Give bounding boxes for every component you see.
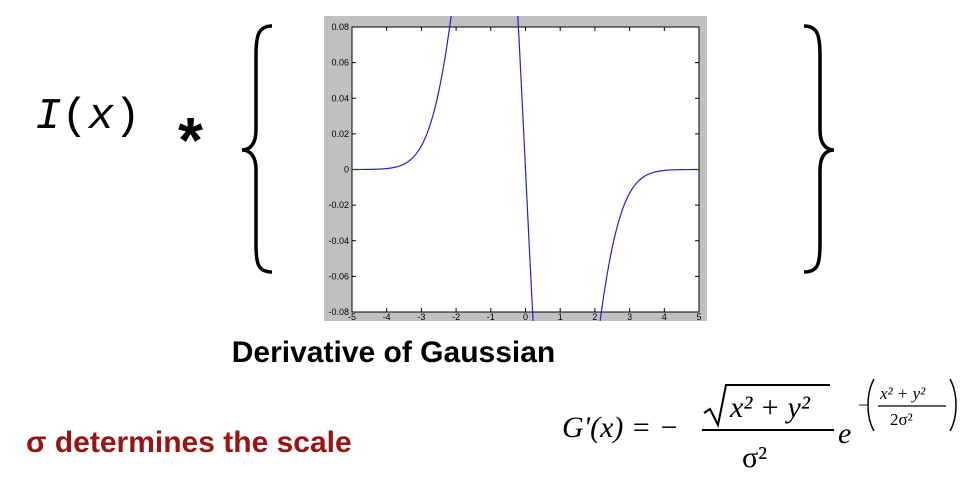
y-tick-label: -0.08 [328,307,349,317]
convolution-expression: I(x) [35,92,141,142]
x-tick-label: 2 [592,312,597,321]
x-tick-label: 4 [662,312,667,321]
y-tick-label: 0 [344,165,349,175]
formula-denominator: σ² [742,441,767,474]
formula-exponential-base: e [838,417,851,450]
y-tick-label: 0.08 [331,22,349,32]
exponent-close-paren [949,378,957,432]
series-line [352,16,699,321]
formula-numerator: x² + y² [729,391,811,424]
variable-x: x [87,92,115,142]
image-function-label: I [35,92,62,142]
x-tick-label: -4 [383,312,391,321]
x-tick-label: -1 [487,312,495,321]
close-paren: ) [114,92,141,142]
left-curly-brace [241,24,273,274]
x-tick-label: -2 [452,312,460,321]
x-tick-label: 0 [523,312,528,321]
x-tick-label: 5 [696,312,701,321]
exponent-open-paren [867,378,875,432]
exponent-denominator: 2σ² [890,410,913,429]
y-tick-label: 0.02 [331,129,349,139]
formula-lhs: G'(x) = − [562,411,679,444]
x-tick-label: 3 [627,312,632,321]
x-tick-label: -3 [417,312,425,321]
figure-caption: Derivative of Gaussian [231,336,556,369]
exponent-numerator: x² + y² [879,384,926,403]
y-tick-label: -0.04 [328,236,349,246]
scale-note: σ determines the scale [26,426,352,459]
convolution-operator: * [178,104,203,176]
derivative-of-gaussian-plot: -5 -4 -3 -2 -1 0 1 2 3 4 5 0.08 0.06 0.04 0.02 0 -0.02 -0… [324,16,707,321]
square-root-sign [703,384,830,429]
exponent-sign: − [858,395,868,415]
y-tick-label: 0.04 [331,93,349,103]
gaussian-derivative-formula: G'(x) = − x² + y² σ² e − x² + y² 2σ² [562,378,957,474]
x-tick-label: 1 [558,312,563,321]
y-tick-label: -0.02 [328,200,349,210]
y-tick-label: -0.06 [328,271,349,281]
right-curly-brace [803,24,835,274]
open-paren: ( [61,92,88,142]
y-tick-label: 0.06 [331,58,349,68]
x-tick-label: -5 [348,312,356,321]
